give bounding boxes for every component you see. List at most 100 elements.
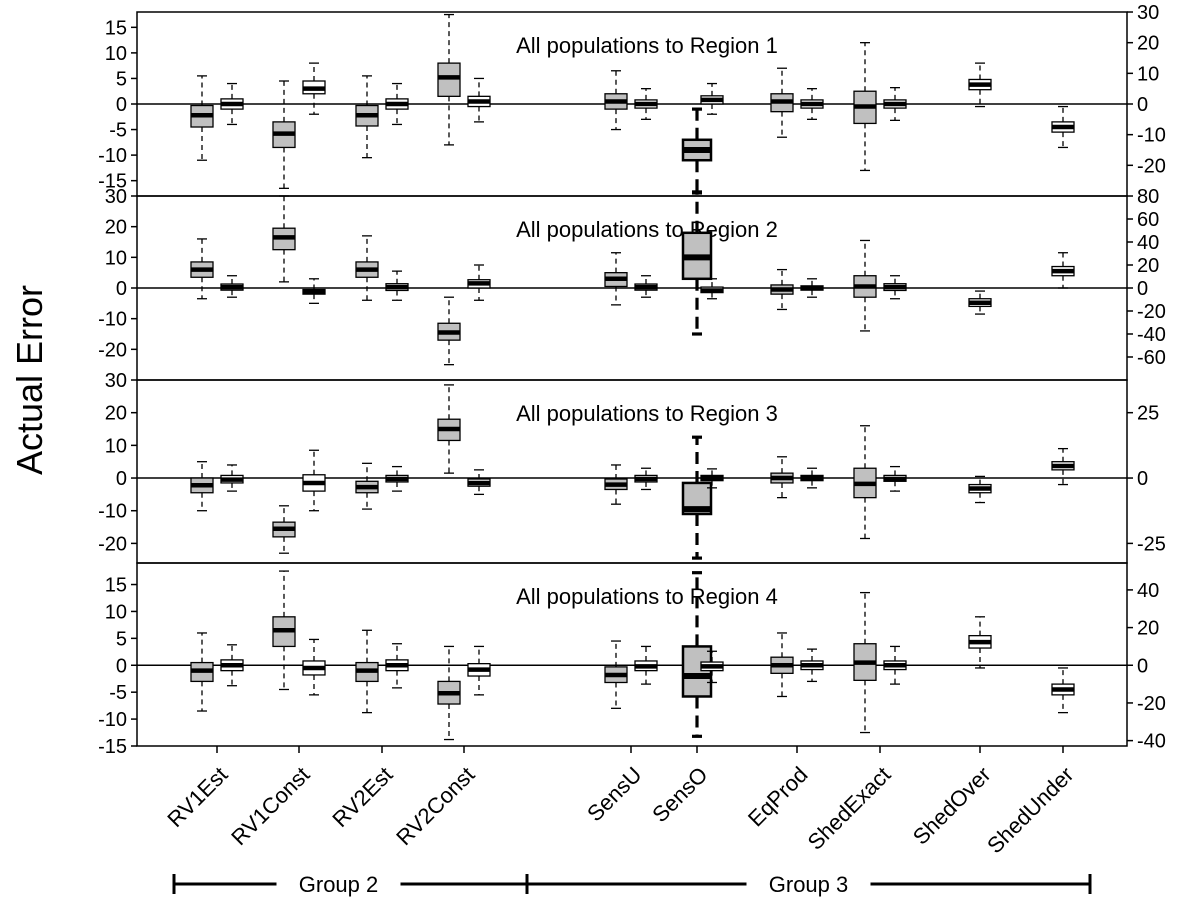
left-tick-label: 0 [116,655,127,677]
right-tick-label: -40 [1137,324,1166,346]
box-rv2const-b [467,264,491,301]
box-rv2const-b [467,469,491,496]
left-tick-label: -5 [109,682,127,704]
left-tick-label: 20 [105,403,127,425]
category-label: RV2Est [327,762,397,832]
category-label: SensO [647,762,712,827]
box-shedover [968,290,992,315]
box-shedover [968,62,992,108]
left-tick-label: 10 [105,435,127,457]
box-senso-b [700,650,724,684]
panel-3: -20 -10 0 10 20 30 -25 0 25 All populations to Re… [98,370,1166,564]
left-tick-label: 0 [116,278,127,300]
box-sensu-b [634,275,658,298]
y-axis-label: Actual Error [9,285,50,475]
right-tick-label: 25 [1137,403,1159,425]
box-rv2const-b [467,645,491,696]
left-tick-label: 0 [116,468,127,490]
box-rv2est-a [355,462,379,510]
box-rv1est-a [190,75,214,161]
right-tick-label: 20 [1137,618,1159,640]
box-senso [681,191,713,336]
box-rv2const-a [437,645,461,741]
panel-title: All populations to Region 2 [516,217,778,242]
left-tick-label: -10 [98,709,127,731]
box-shedexact-b [883,275,907,300]
category-label: RV1Est [162,762,232,832]
left-tick-label: -5 [109,120,127,142]
box-rv2const-a [437,296,461,366]
box-shedexact-b [883,645,907,685]
box-rv1const-a [272,505,296,554]
right-tick-label: 10 [1137,63,1159,85]
box-rv2const-a [437,13,461,146]
left-tick-label: 10 [105,601,127,623]
left-tick-label: 20 [105,217,127,239]
group-bracket-2: Group 2 [174,872,527,897]
box-rv2const-b [467,77,491,123]
box-sensu-b [634,467,658,491]
left-tick-label: -10 [98,501,127,523]
box-rv1const-b [302,638,326,696]
box-sensu-b [634,645,658,685]
box-eqprod-b [800,278,824,298]
box-shedexact-a [853,42,877,172]
box-shedover [968,616,992,669]
category-label: SensU [582,762,646,826]
right-tick-label: 80 [1137,186,1159,208]
right-tick-label: 0 [1137,94,1148,116]
box-shedexact-a [853,239,877,332]
box-senso-b [700,468,724,489]
box-shedover [968,475,992,504]
box-body [681,645,713,698]
box-senso [681,107,713,194]
left-tick-label: 0 [116,94,127,116]
category-label: ShedOver [908,762,996,850]
panel-4: -15 -10 -5 0 5 10 15 -40 -20 0 20 40 All populations… [98,562,1166,758]
right-tick-label: -10 [1137,125,1166,147]
group-label: Group 2 [299,872,379,897]
box-shedexact-a [853,425,877,540]
right-tick-label: 0 [1137,278,1148,300]
box-shedexact-a [853,591,877,734]
box-shedunder [1051,252,1075,289]
box-eqprod-a [770,268,794,311]
box-sensu-b [634,88,658,120]
box-rv2est-b [385,465,409,492]
left-tick-label: 10 [105,43,127,65]
box-rv2est-b [385,270,409,301]
left-tick-label: 10 [105,247,127,269]
box-senso [681,571,713,738]
box-rv2const-a [437,384,461,474]
left-tick-label: -10 [98,309,127,331]
box-eqprod-a [770,632,794,698]
panel-title: All populations to Region 1 [516,33,778,58]
left-tick-label: -20 [98,533,127,555]
left-tick-label: -15 [98,736,127,758]
right-tick-label: -20 [1137,155,1166,177]
right-tick-label: -20 [1137,693,1166,715]
box-eqprod-b [800,467,824,489]
right-tick-label: -20 [1137,301,1166,323]
box-rv1est-b [220,464,244,492]
category-label: ShedExact [803,762,896,855]
left-tick-label: 30 [105,186,127,208]
box-rv1const-b [302,449,326,512]
panel-1: -15 -10 -5 0 5 10 15 -20 -10 0 10 20 30 All populatio… [98,2,1166,197]
left-tick-label: -20 [98,339,127,361]
box-shedunder [1051,105,1075,149]
box-sensu-a [604,252,628,306]
group-brackets: Group 2 Group 3 [172,872,1092,897]
box-rv1const-a [272,570,296,691]
box-sensu-a [604,640,628,709]
box-rv1const-b [302,278,326,304]
right-tick-label: 40 [1137,232,1159,254]
box-rv1const-a [272,80,296,189]
right-tick-label: 0 [1137,468,1148,490]
right-tick-label: 30 [1137,2,1159,24]
box-rv2est-b [385,82,409,126]
box-shedexact-b [883,86,907,122]
group-label: Group 3 [769,872,849,897]
left-tick-label: 5 [116,628,127,650]
